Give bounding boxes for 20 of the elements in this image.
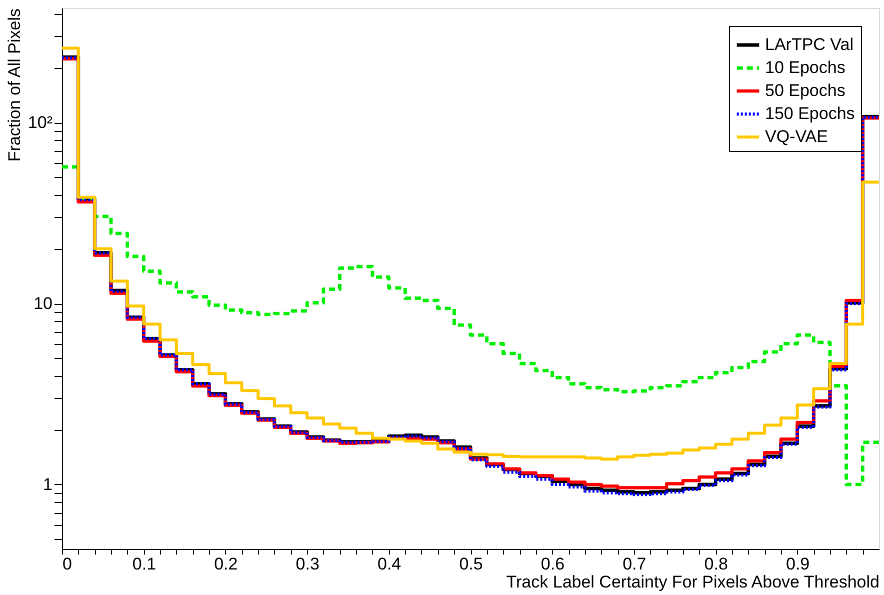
x-tick-label: 0.5 xyxy=(459,554,483,574)
y-axis-title: Fraction of All Pixels xyxy=(4,8,24,162)
legend-label: VQ-VAE xyxy=(765,127,828,146)
x-tick-label: 0.1 xyxy=(132,554,156,574)
legend-label: 50 Epochs xyxy=(765,81,846,100)
x-tick-label: 0.8 xyxy=(704,554,728,574)
x-tick-label: 0.9 xyxy=(786,554,810,574)
y-tick-label: 10² xyxy=(28,113,53,132)
y-tick-label: 1 xyxy=(43,474,52,494)
y-tick-label: 10 xyxy=(34,294,52,314)
x-tick-label: 0.7 xyxy=(622,554,646,574)
x-tick-label: 0.3 xyxy=(296,554,320,574)
legend-label: LArTPC Val xyxy=(765,35,854,54)
x-tick-label: 0.2 xyxy=(214,554,238,574)
legend-label: 150 Epochs xyxy=(765,104,855,123)
legend-label: 10 Epochs xyxy=(765,58,846,77)
x-tick-label: 0.6 xyxy=(540,554,565,574)
x-tick-label: 0.4 xyxy=(377,554,402,574)
x-tick-label: 0 xyxy=(62,554,72,574)
x-axis-title: Track Label Certainty For Pixels Above Threshold xyxy=(506,572,880,592)
